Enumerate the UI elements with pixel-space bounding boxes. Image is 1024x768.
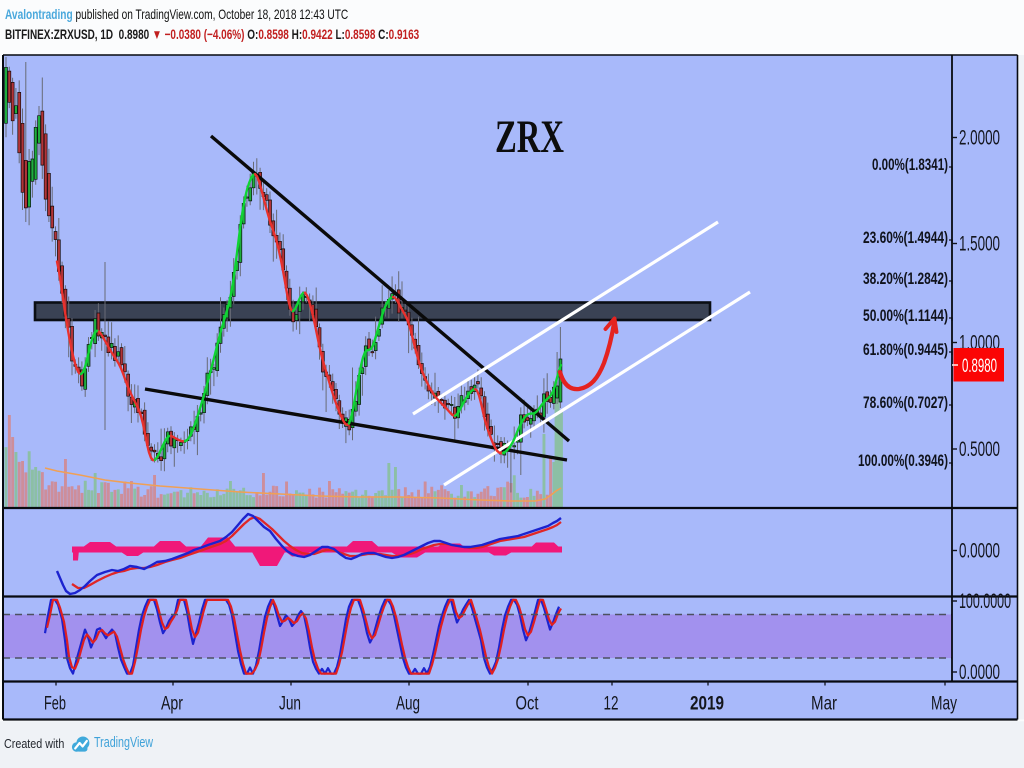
svg-text:May: May <box>931 694 957 715</box>
svg-text:78.60%(0.7027): 78.60%(0.7027) <box>863 394 948 412</box>
svg-text:0.00%(1.8341): 0.00%(1.8341) <box>872 156 948 174</box>
svg-text:Apr: Apr <box>161 694 183 715</box>
svg-text:0.5000: 0.5000 <box>959 438 1000 461</box>
svg-text:Aug: Aug <box>396 694 420 715</box>
svg-text:38.20%(1.2842): 38.20%(1.2842) <box>863 270 948 288</box>
svg-text:Oct: Oct <box>516 694 540 715</box>
svg-text:100.0000: 100.0000 <box>959 590 1011 613</box>
svg-text:50.00%(1.1144): 50.00%(1.1144) <box>863 307 948 325</box>
svg-text:2.0000: 2.0000 <box>959 127 1000 150</box>
svg-text:1.5000: 1.5000 <box>959 233 1000 256</box>
svg-text:Mar: Mar <box>811 694 838 715</box>
svg-text:ZRX: ZRX <box>495 111 564 163</box>
svg-text:Jun: Jun <box>279 694 301 715</box>
svg-text:0.0000: 0.0000 <box>959 661 1000 684</box>
svg-text:Feb: Feb <box>44 694 66 715</box>
svg-text:23.60%(1.4944): 23.60%(1.4944) <box>863 229 948 247</box>
svg-text:61.80%(0.9445): 61.80%(0.9445) <box>863 341 948 359</box>
svg-text:2019: 2019 <box>690 694 724 715</box>
svg-text:0.8980: 0.8980 <box>962 356 997 377</box>
svg-text:12: 12 <box>604 694 619 715</box>
svg-text:100.00%(0.3946): 100.00%(0.3946) <box>858 452 948 470</box>
svg-text:0.0000: 0.0000 <box>959 540 1000 563</box>
